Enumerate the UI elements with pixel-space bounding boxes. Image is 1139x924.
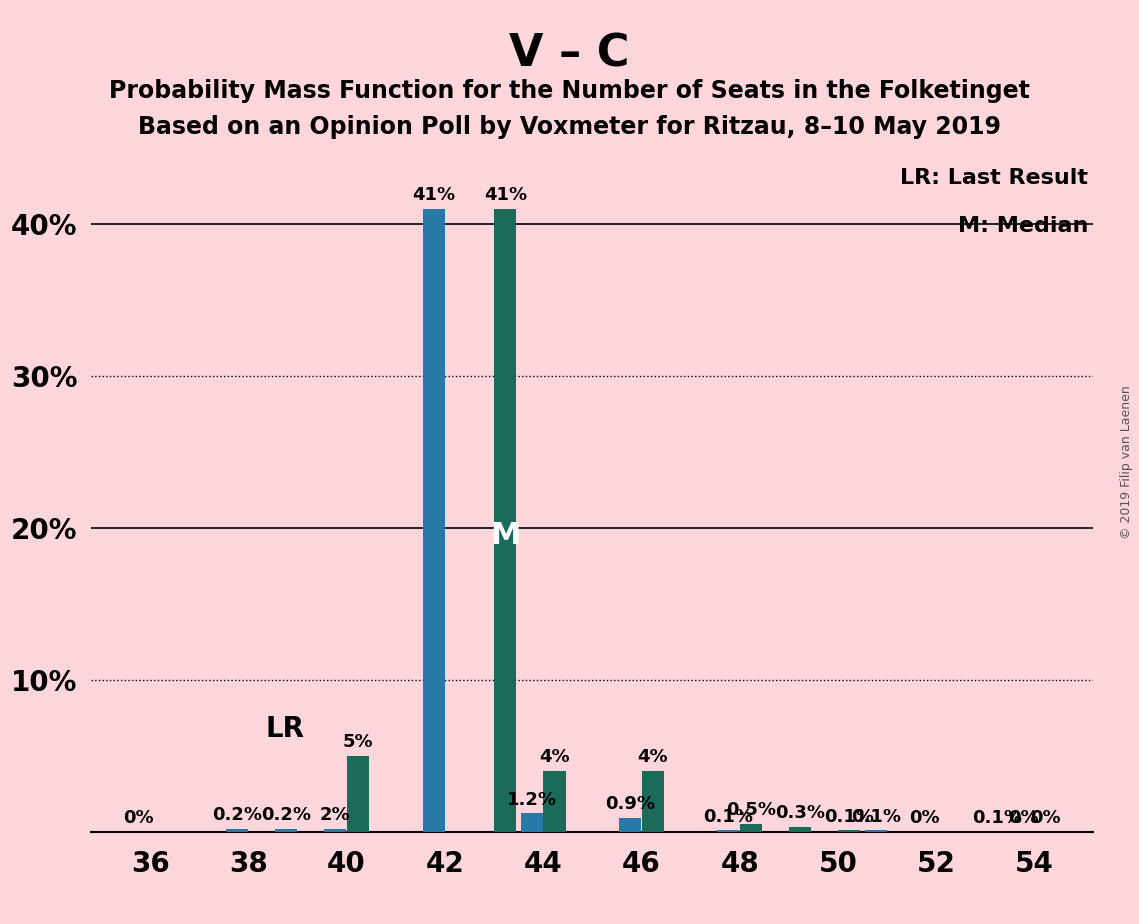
Bar [641,771,664,832]
Text: 0.9%: 0.9% [605,796,655,813]
Bar [276,829,297,832]
Text: Probability Mass Function for the Number of Seats in the Folketinget: Probability Mass Function for the Number… [109,79,1030,103]
Text: 41%: 41% [412,186,456,204]
Bar [494,209,516,832]
Text: M: M [490,521,521,550]
Text: 5%: 5% [343,733,374,751]
Text: 2%: 2% [320,806,351,824]
Text: 4%: 4% [638,748,669,766]
Text: LR: LR [265,715,305,744]
Text: 0.1%: 0.1% [972,809,1022,827]
Text: 0.1%: 0.1% [825,808,875,825]
Bar [226,829,248,832]
Text: 0.2%: 0.2% [261,806,311,824]
Text: 0.2%: 0.2% [212,806,262,824]
Text: M: Median: M: Median [958,216,1089,237]
Text: 0%: 0% [123,809,154,827]
Text: 0.1%: 0.1% [851,808,901,825]
Text: 1.2%: 1.2% [507,791,557,808]
Bar [347,756,369,832]
Text: 4%: 4% [539,748,570,766]
Text: © 2019 Filip van Laenen: © 2019 Filip van Laenen [1121,385,1133,539]
Text: LR: Last Result: LR: Last Result [901,168,1089,188]
Bar [740,824,762,832]
Bar [325,829,346,832]
Bar [718,830,739,832]
Bar [423,209,444,832]
Text: V – C: V – C [509,32,630,76]
Text: Based on an Opinion Poll by Voxmeter for Ritzau, 8–10 May 2019: Based on an Opinion Poll by Voxmeter for… [138,115,1001,139]
Text: 0.1%: 0.1% [704,808,753,825]
Bar [838,830,860,832]
Bar [865,830,887,832]
Text: 0%: 0% [1031,809,1062,827]
Bar [521,813,543,832]
Bar [620,818,641,832]
Bar [789,827,811,832]
Text: 0%: 0% [1008,809,1039,827]
Text: 0.5%: 0.5% [726,801,776,820]
Bar [543,771,565,832]
Text: 41%: 41% [484,186,527,204]
Text: 0%: 0% [910,809,940,827]
Text: 0.3%: 0.3% [776,805,825,822]
